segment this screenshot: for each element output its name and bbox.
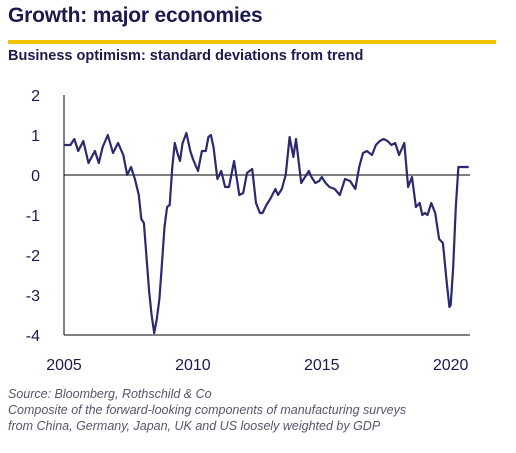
- source-line: Source: Bloomberg, Rothschild & Co: [8, 387, 212, 401]
- y-tick-label: -1: [26, 208, 40, 225]
- x-tick-label: 2005: [46, 357, 82, 374]
- y-tick-label: -4: [26, 328, 40, 345]
- chart-source: Source: Bloomberg, Rothschild & Co Compo…: [8, 386, 406, 434]
- y-tick-label: -2: [26, 248, 40, 265]
- chart-axes: [63, 95, 470, 336]
- chart-title: Growth: major economies: [8, 4, 263, 27]
- x-axis-ticks: 2005 2010 2015 2020: [46, 357, 468, 374]
- y-tick-label: -3: [26, 288, 40, 305]
- y-tick-label: 1: [31, 128, 40, 145]
- title-rule: [8, 40, 496, 44]
- x-tick-label: 2020: [433, 357, 469, 374]
- x-tick-label: 2010: [175, 357, 211, 374]
- y-tick-label: 2: [31, 88, 40, 105]
- y-axis-ticks: 2 1 0 -1 -2 -3 -4: [26, 88, 40, 345]
- x-tick-label: 2015: [304, 357, 340, 374]
- note-line-1: Composite of the forward-looking compone…: [8, 403, 407, 417]
- chart-series: [64, 131, 469, 335]
- chart-subtitle: Business optimism: standard deviations f…: [8, 48, 364, 64]
- series-line-0: [64, 131, 469, 335]
- y-tick-label: 0: [31, 168, 40, 185]
- note-line-2: from China, Germany, Japan, UK and US lo…: [8, 419, 381, 433]
